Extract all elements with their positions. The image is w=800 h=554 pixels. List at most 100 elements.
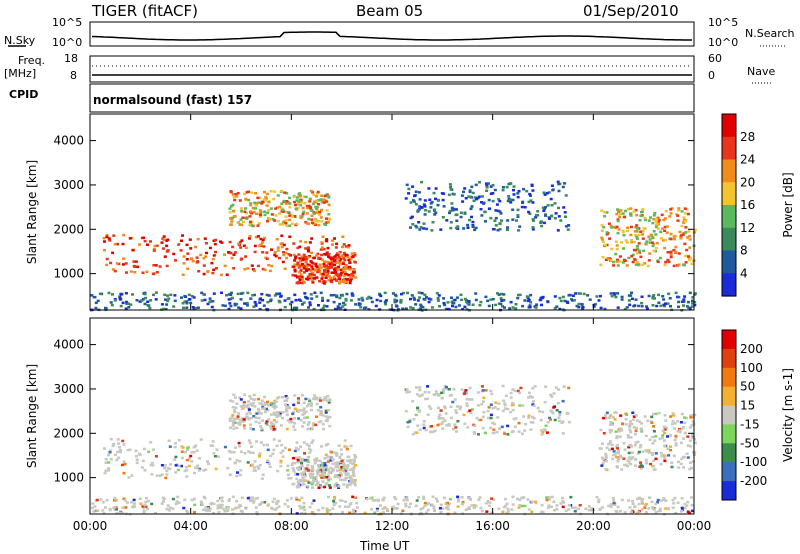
data-cell	[208, 297, 212, 300]
colorbar-segment	[722, 159, 736, 183]
data-cell	[654, 233, 658, 236]
data-cell	[295, 486, 299, 489]
data-cell	[110, 303, 114, 307]
data-cell	[423, 501, 427, 505]
data-cell	[612, 453, 616, 457]
data-cell	[531, 415, 534, 419]
data-cell	[407, 505, 411, 509]
data-cell	[274, 400, 278, 404]
data-cell	[367, 295, 371, 299]
data-cell	[673, 237, 677, 241]
data-cell	[509, 201, 513, 204]
data-cell	[423, 213, 427, 216]
data-cell	[183, 294, 187, 298]
data-cell	[546, 300, 550, 303]
data-cell	[238, 223, 242, 226]
data-cell	[405, 183, 409, 187]
data-cell	[516, 214, 520, 217]
data-cell	[93, 505, 97, 508]
data-cell	[314, 262, 318, 266]
data-cell	[644, 511, 648, 514]
data-cell	[509, 391, 513, 395]
data-cell	[344, 297, 348, 301]
data-cell	[643, 415, 647, 418]
data-cell	[295, 441, 299, 444]
data-cell	[634, 226, 638, 229]
data-cell	[682, 216, 686, 219]
data-cell	[264, 197, 268, 200]
data-cell	[309, 293, 313, 296]
data-cell	[276, 206, 280, 209]
data-cell	[141, 271, 145, 274]
data-cell	[569, 495, 573, 499]
data-cell	[209, 502, 213, 506]
data-cell	[345, 264, 348, 268]
data-cell	[611, 416, 615, 419]
data-cell	[257, 454, 261, 457]
data-cell	[162, 235, 166, 238]
data-cell	[449, 405, 453, 408]
data-cell	[293, 270, 297, 273]
data-cell	[259, 297, 263, 300]
data-cell	[562, 501, 566, 504]
data-cell	[318, 470, 322, 473]
data-cell	[484, 295, 488, 299]
data-cell	[104, 461, 108, 464]
data-cell	[269, 189, 273, 193]
data-cell	[263, 395, 267, 399]
data-cell	[456, 225, 460, 228]
data-cell	[449, 221, 453, 224]
data-cell	[242, 403, 246, 406]
data-cell	[266, 300, 270, 304]
data-cell	[303, 416, 307, 420]
data-cell	[540, 503, 544, 507]
data-cell	[451, 208, 455, 211]
data-cell	[404, 504, 408, 508]
data-cell	[118, 296, 122, 299]
data-cell	[320, 241, 324, 244]
data-cell	[298, 465, 302, 469]
data-cell	[160, 303, 164, 306]
data-cell	[442, 302, 446, 305]
data-cell	[229, 251, 233, 255]
data-cell	[352, 471, 356, 474]
data-cell	[307, 403, 311, 406]
data-cell	[272, 419, 276, 422]
data-cell	[242, 244, 246, 247]
data-cell	[523, 429, 527, 432]
data-cell	[231, 400, 235, 403]
data-cell	[311, 439, 315, 442]
data-cell	[600, 209, 604, 212]
data-cell	[208, 509, 211, 513]
data-cell	[265, 420, 269, 423]
data-cell	[300, 303, 304, 306]
data-cell	[219, 273, 223, 277]
data-cell	[241, 216, 245, 219]
data-cell	[291, 215, 295, 218]
data-cell	[516, 208, 520, 212]
data-cell	[616, 505, 620, 509]
data-cell	[279, 459, 283, 463]
data-cell	[464, 197, 468, 200]
data-cell	[262, 245, 266, 248]
data-cell	[651, 236, 655, 240]
data-cell	[284, 405, 288, 408]
data-cell	[471, 225, 475, 228]
data-cell	[433, 509, 436, 512]
data-cell	[320, 476, 324, 479]
data-cell	[301, 263, 305, 266]
data-cell	[589, 508, 593, 512]
data-cell	[693, 413, 697, 417]
data-cell	[337, 462, 341, 465]
data-cell	[411, 400, 415, 403]
data-cell	[307, 398, 311, 401]
data-cell	[280, 210, 284, 213]
data-cell	[671, 412, 675, 415]
data-cell	[92, 510, 96, 513]
data-cell	[229, 426, 232, 429]
data-cell	[651, 452, 654, 455]
data-cell	[322, 269, 326, 272]
data-cell	[309, 275, 313, 278]
data-cell	[511, 495, 515, 499]
data-cell	[232, 195, 236, 199]
